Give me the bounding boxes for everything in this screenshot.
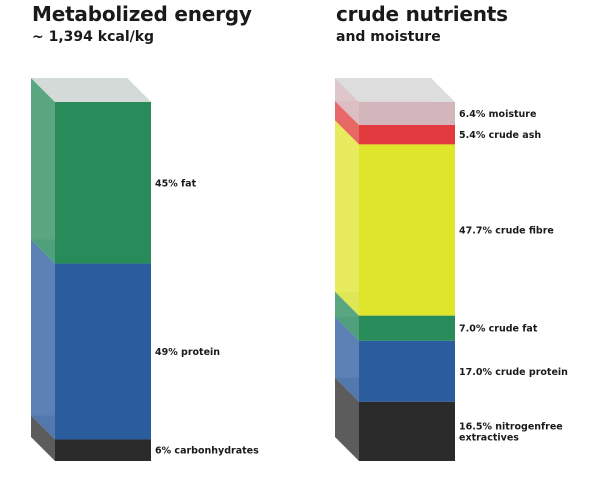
nutrient-segment-5-4-crude-ash-side bbox=[335, 100, 359, 145]
energy-bar-top-face bbox=[31, 78, 151, 102]
nutrient-segment-7-0-crude-fat bbox=[359, 315, 455, 341]
nutrient-segment-5-4-crude-ash bbox=[359, 124, 455, 145]
energy-segment-49-protein-side bbox=[31, 239, 55, 440]
nutrient-segment-16-5-nitrogenfree-extractives-side bbox=[335, 377, 359, 461]
nutrient-segment-6-4-moisture-side bbox=[335, 78, 359, 125]
nutrient-segment-47-7-crude-fibre bbox=[359, 144, 455, 316]
nutrient-segment-47-7-crude-fibre-label: 47.7% crude fibre bbox=[459, 225, 554, 236]
nutrient-segment-17-0-crude-protein bbox=[359, 340, 455, 402]
energy-segment-6-carbonhydrates-side bbox=[31, 415, 55, 461]
energy-segment-49-protein-label: 49% protein bbox=[155, 347, 220, 358]
nutrient-segment-5-4-crude-ash-label: 5.4% crude ash bbox=[459, 130, 541, 141]
energy-segment-49-protein bbox=[55, 263, 151, 440]
energy-segment-6-carbonhydrates bbox=[55, 439, 151, 461]
crude-nutrients-title: crude nutrients bbox=[336, 2, 508, 26]
metabolized-energy-bar: 6% carbonhydrates 49% protein 45% fat bbox=[31, 78, 259, 461]
energy-segment-45-fat bbox=[55, 102, 151, 264]
nutrient-bar-top-face bbox=[335, 78, 455, 102]
nutrient-segment-6-4-moisture-label: 6.4% moisture bbox=[459, 109, 536, 120]
energy-segment-6-carbonhydrates-label: 6% carbonhydrates bbox=[155, 446, 259, 457]
crude-nutrients-bar: 16.5% nitrogenfree extractives 17.0% crude… bbox=[335, 78, 568, 461]
nutrient-segment-7-0-crude-fat-label: 7.0% crude fat bbox=[459, 324, 538, 335]
nutrient-segment-6-4-moisture bbox=[359, 102, 455, 125]
nutrient-segment-47-7-crude-fibre-side bbox=[335, 120, 359, 316]
metabolized-energy-title: Metabolized energy bbox=[32, 2, 252, 26]
crude-nutrients-subtitle: and moisture bbox=[336, 29, 441, 45]
metabolized-energy-subtitle: ~ 1,394 kcal/kg bbox=[32, 29, 155, 45]
nutrient-segment-16-5-nitrogenfree-extractives bbox=[359, 401, 455, 461]
energy-segment-45-fat-label: 45% fat bbox=[155, 178, 197, 189]
nutrient-segment-7-0-crude-fat-side bbox=[335, 291, 359, 341]
nutrient-segment-17-0-crude-protein-side bbox=[335, 316, 359, 402]
energy-segment-45-fat-side bbox=[31, 78, 55, 264]
nutrient-segment-17-0-crude-protein-label: 17.0% crude protein bbox=[459, 367, 568, 378]
nutrient-segment-16-5-nitrogenfree-extractives-label: 16.5% nitrogenfree extractives bbox=[459, 421, 563, 443]
